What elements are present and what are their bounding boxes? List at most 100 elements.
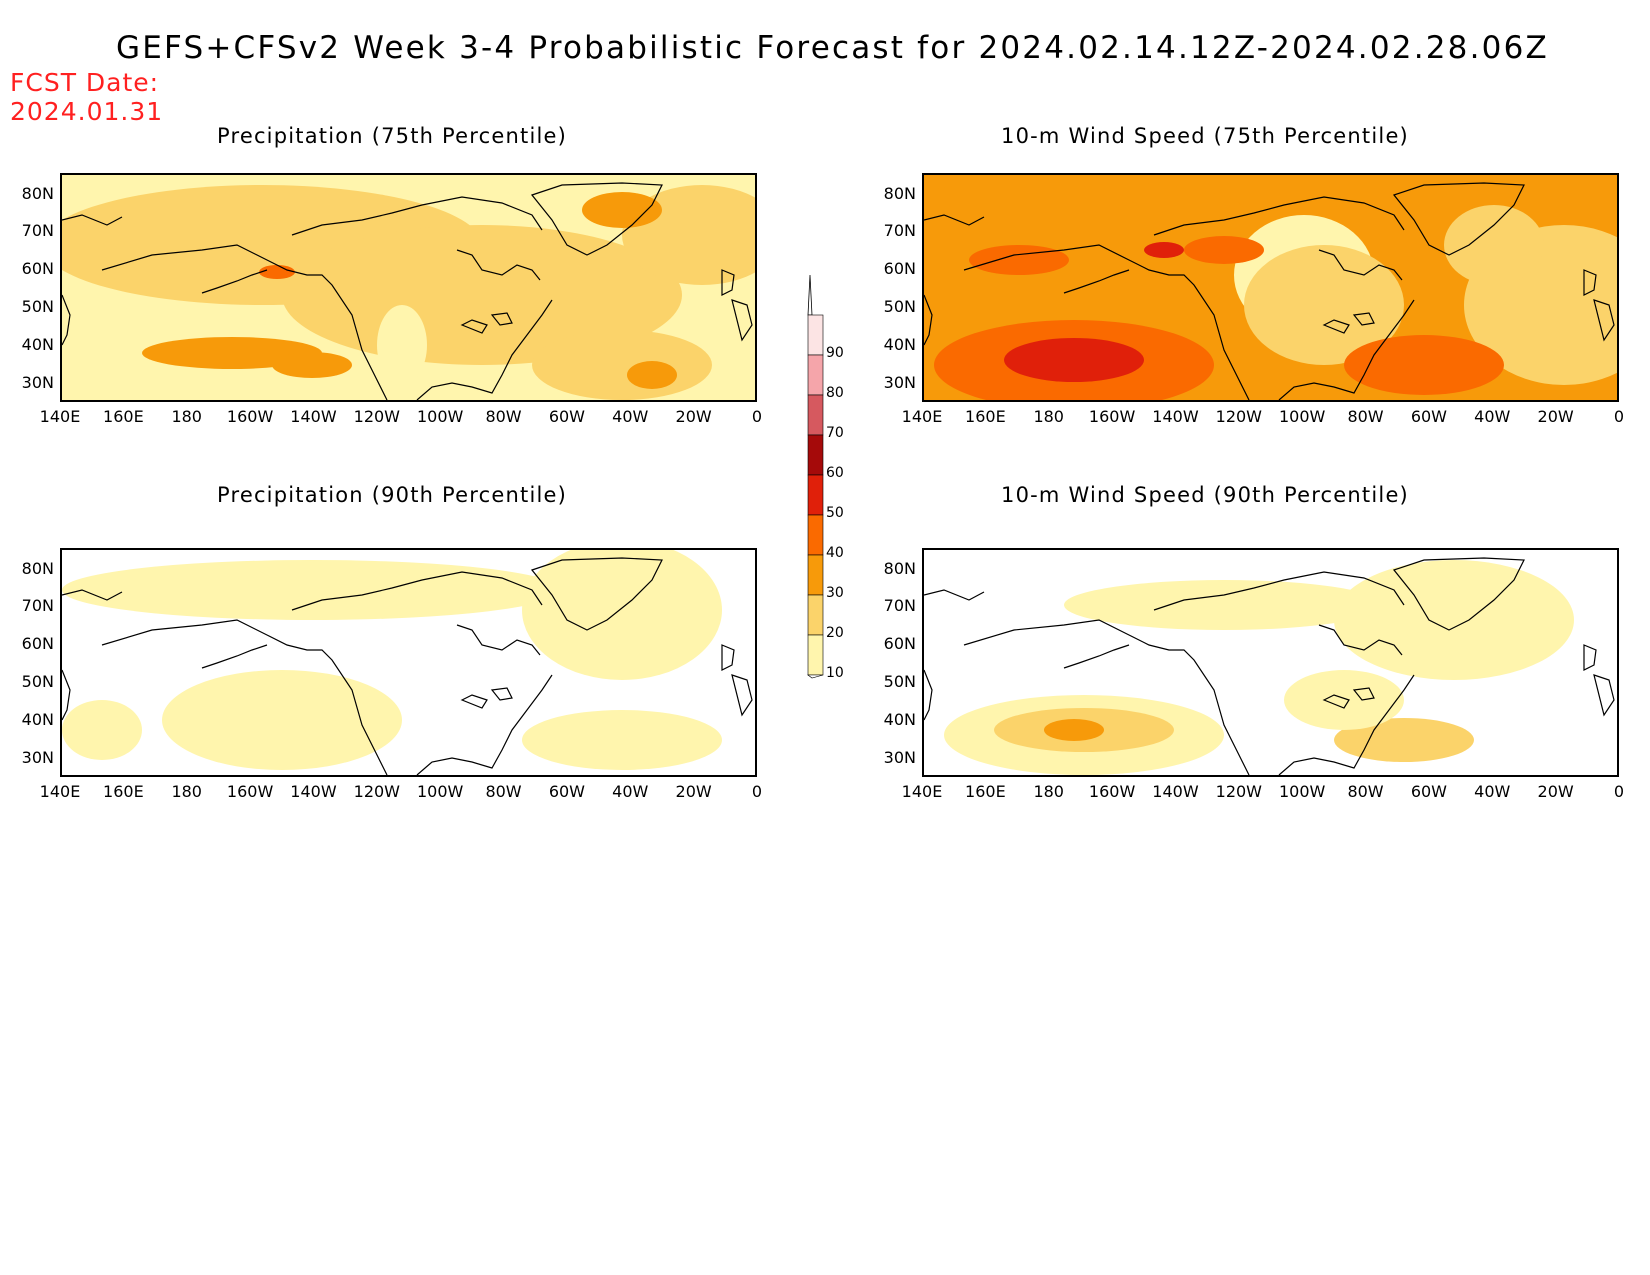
- probability-contour: [272, 352, 352, 378]
- lon-tick-label: 140W: [1152, 782, 1199, 801]
- coastline: [460, 694, 488, 709]
- lon-tick-label: 60W: [1410, 407, 1447, 426]
- probability-contour: [162, 670, 402, 770]
- coastline: [1278, 299, 1415, 400]
- lon-tick-label: 180: [1033, 407, 1064, 426]
- probability-contour: [1044, 719, 1104, 741]
- lat-tick-label: 60N: [883, 259, 916, 278]
- lon-tick-label: 140E: [901, 407, 943, 426]
- lon-tick-label: 60W: [1410, 782, 1447, 801]
- probability-contour: [1284, 670, 1404, 730]
- coastline: [963, 619, 1250, 775]
- lon-tick-label: 160W: [226, 407, 274, 426]
- lon-tick-label: 180: [171, 407, 202, 426]
- coastline: [456, 249, 541, 281]
- map-canvas: [924, 175, 1617, 400]
- lat-tick-label: 30N: [21, 748, 54, 767]
- probability-contour: [62, 560, 562, 620]
- coastline: [1593, 299, 1615, 342]
- coastline: [201, 644, 268, 669]
- lon-tick-label: 120W: [353, 782, 400, 801]
- probability-contour: [522, 550, 722, 680]
- map-canvas: [924, 550, 1617, 775]
- lat-tick-label: 50N: [883, 672, 916, 691]
- coastline: [1392, 557, 1525, 631]
- colorbar-segment: [807, 434, 824, 476]
- lon-tick-label: 140W: [290, 782, 337, 801]
- lon-tick-label: 40W: [1474, 407, 1511, 426]
- colorbar-segment: [807, 554, 824, 596]
- lon-tick-label: 80W: [1347, 407, 1384, 426]
- colorbar-segment: [807, 354, 824, 396]
- coastline: [62, 589, 123, 601]
- coastline: [490, 312, 513, 326]
- panel-title-precip90: Precipitation (90th Percentile): [216, 483, 568, 507]
- lon-tick-label: 160E: [965, 407, 1006, 426]
- coastline: [291, 196, 543, 236]
- lon-tick-label: 120W: [353, 407, 400, 426]
- lon-tick-label: 100W: [416, 782, 464, 801]
- panel-title-wind90: 10-m Wind Speed (90th Percentile): [1001, 483, 1409, 507]
- lon-tick-label: 60W: [548, 782, 585, 801]
- coastline: [101, 619, 388, 775]
- coastline: [1153, 571, 1405, 611]
- lat-tick-label: 30N: [883, 373, 916, 392]
- coastline: [530, 557, 663, 631]
- coastline: [731, 674, 753, 717]
- colorbar-label: 40: [826, 545, 844, 561]
- map-precip-75th: [60, 173, 757, 402]
- lat-tick-label: 40N: [21, 335, 54, 354]
- lon-tick-label: 20W: [675, 782, 712, 801]
- lat-tick-label: 80N: [883, 559, 916, 578]
- coastline: [731, 299, 753, 342]
- lon-tick-label: 20W: [1537, 782, 1574, 801]
- lat-tick-label: 60N: [883, 634, 916, 653]
- coastline: [1153, 196, 1405, 236]
- probability-contour: [627, 361, 677, 389]
- colorbar-label: 50: [826, 505, 844, 521]
- probability-contour: [1064, 580, 1384, 630]
- probability-contour: [1144, 242, 1184, 258]
- lon-tick-label: 140E: [39, 782, 81, 801]
- lon-tick-label: 20W: [1537, 407, 1574, 426]
- probability-contour: [1004, 338, 1144, 382]
- lon-tick-label: 140W: [290, 407, 337, 426]
- map-canvas: [62, 175, 755, 400]
- lat-tick-label: 40N: [883, 710, 916, 729]
- lat-tick-label: 30N: [21, 373, 54, 392]
- lon-tick-label: 160E: [965, 782, 1006, 801]
- lon-tick-label: 120W: [1215, 782, 1262, 801]
- probability-contour: [522, 710, 722, 770]
- lon-tick-label: 140E: [901, 782, 943, 801]
- lon-tick-label: 160W: [1088, 782, 1136, 801]
- lon-tick-label: 0: [1613, 782, 1625, 801]
- probability-contour: [582, 192, 662, 228]
- colorbar-segment: [807, 514, 824, 556]
- lon-tick-label: 140E: [39, 407, 81, 426]
- lat-tick-label: 40N: [21, 710, 54, 729]
- lat-tick-label: 50N: [21, 672, 54, 691]
- coastline: [1318, 249, 1403, 281]
- colorbar-label: 20: [826, 625, 844, 641]
- coastline: [460, 319, 488, 334]
- coastline: [1392, 182, 1525, 256]
- coastline: [62, 294, 71, 346]
- colorbar-segment: [807, 474, 824, 516]
- lon-tick-label: 100W: [1278, 407, 1326, 426]
- map-wind-90th: [922, 548, 1619, 777]
- lon-tick-label: 180: [1033, 782, 1064, 801]
- colorbar-segment: [807, 634, 824, 676]
- forecast-date: FCST Date: 2024.01.31: [10, 68, 163, 126]
- probability-contour: [532, 330, 712, 400]
- coastline: [1352, 687, 1375, 701]
- coastline: [1352, 312, 1375, 326]
- probability-contour: [62, 700, 142, 760]
- lon-tick-label: 100W: [416, 407, 464, 426]
- colorbar-label: 10: [826, 665, 844, 681]
- lon-tick-label: 140W: [1152, 407, 1199, 426]
- forecast-date-label: FCST Date:: [10, 68, 160, 97]
- coastline: [721, 269, 735, 296]
- probability-contour: [1334, 718, 1474, 762]
- coastline: [530, 182, 663, 256]
- coastline: [924, 294, 933, 346]
